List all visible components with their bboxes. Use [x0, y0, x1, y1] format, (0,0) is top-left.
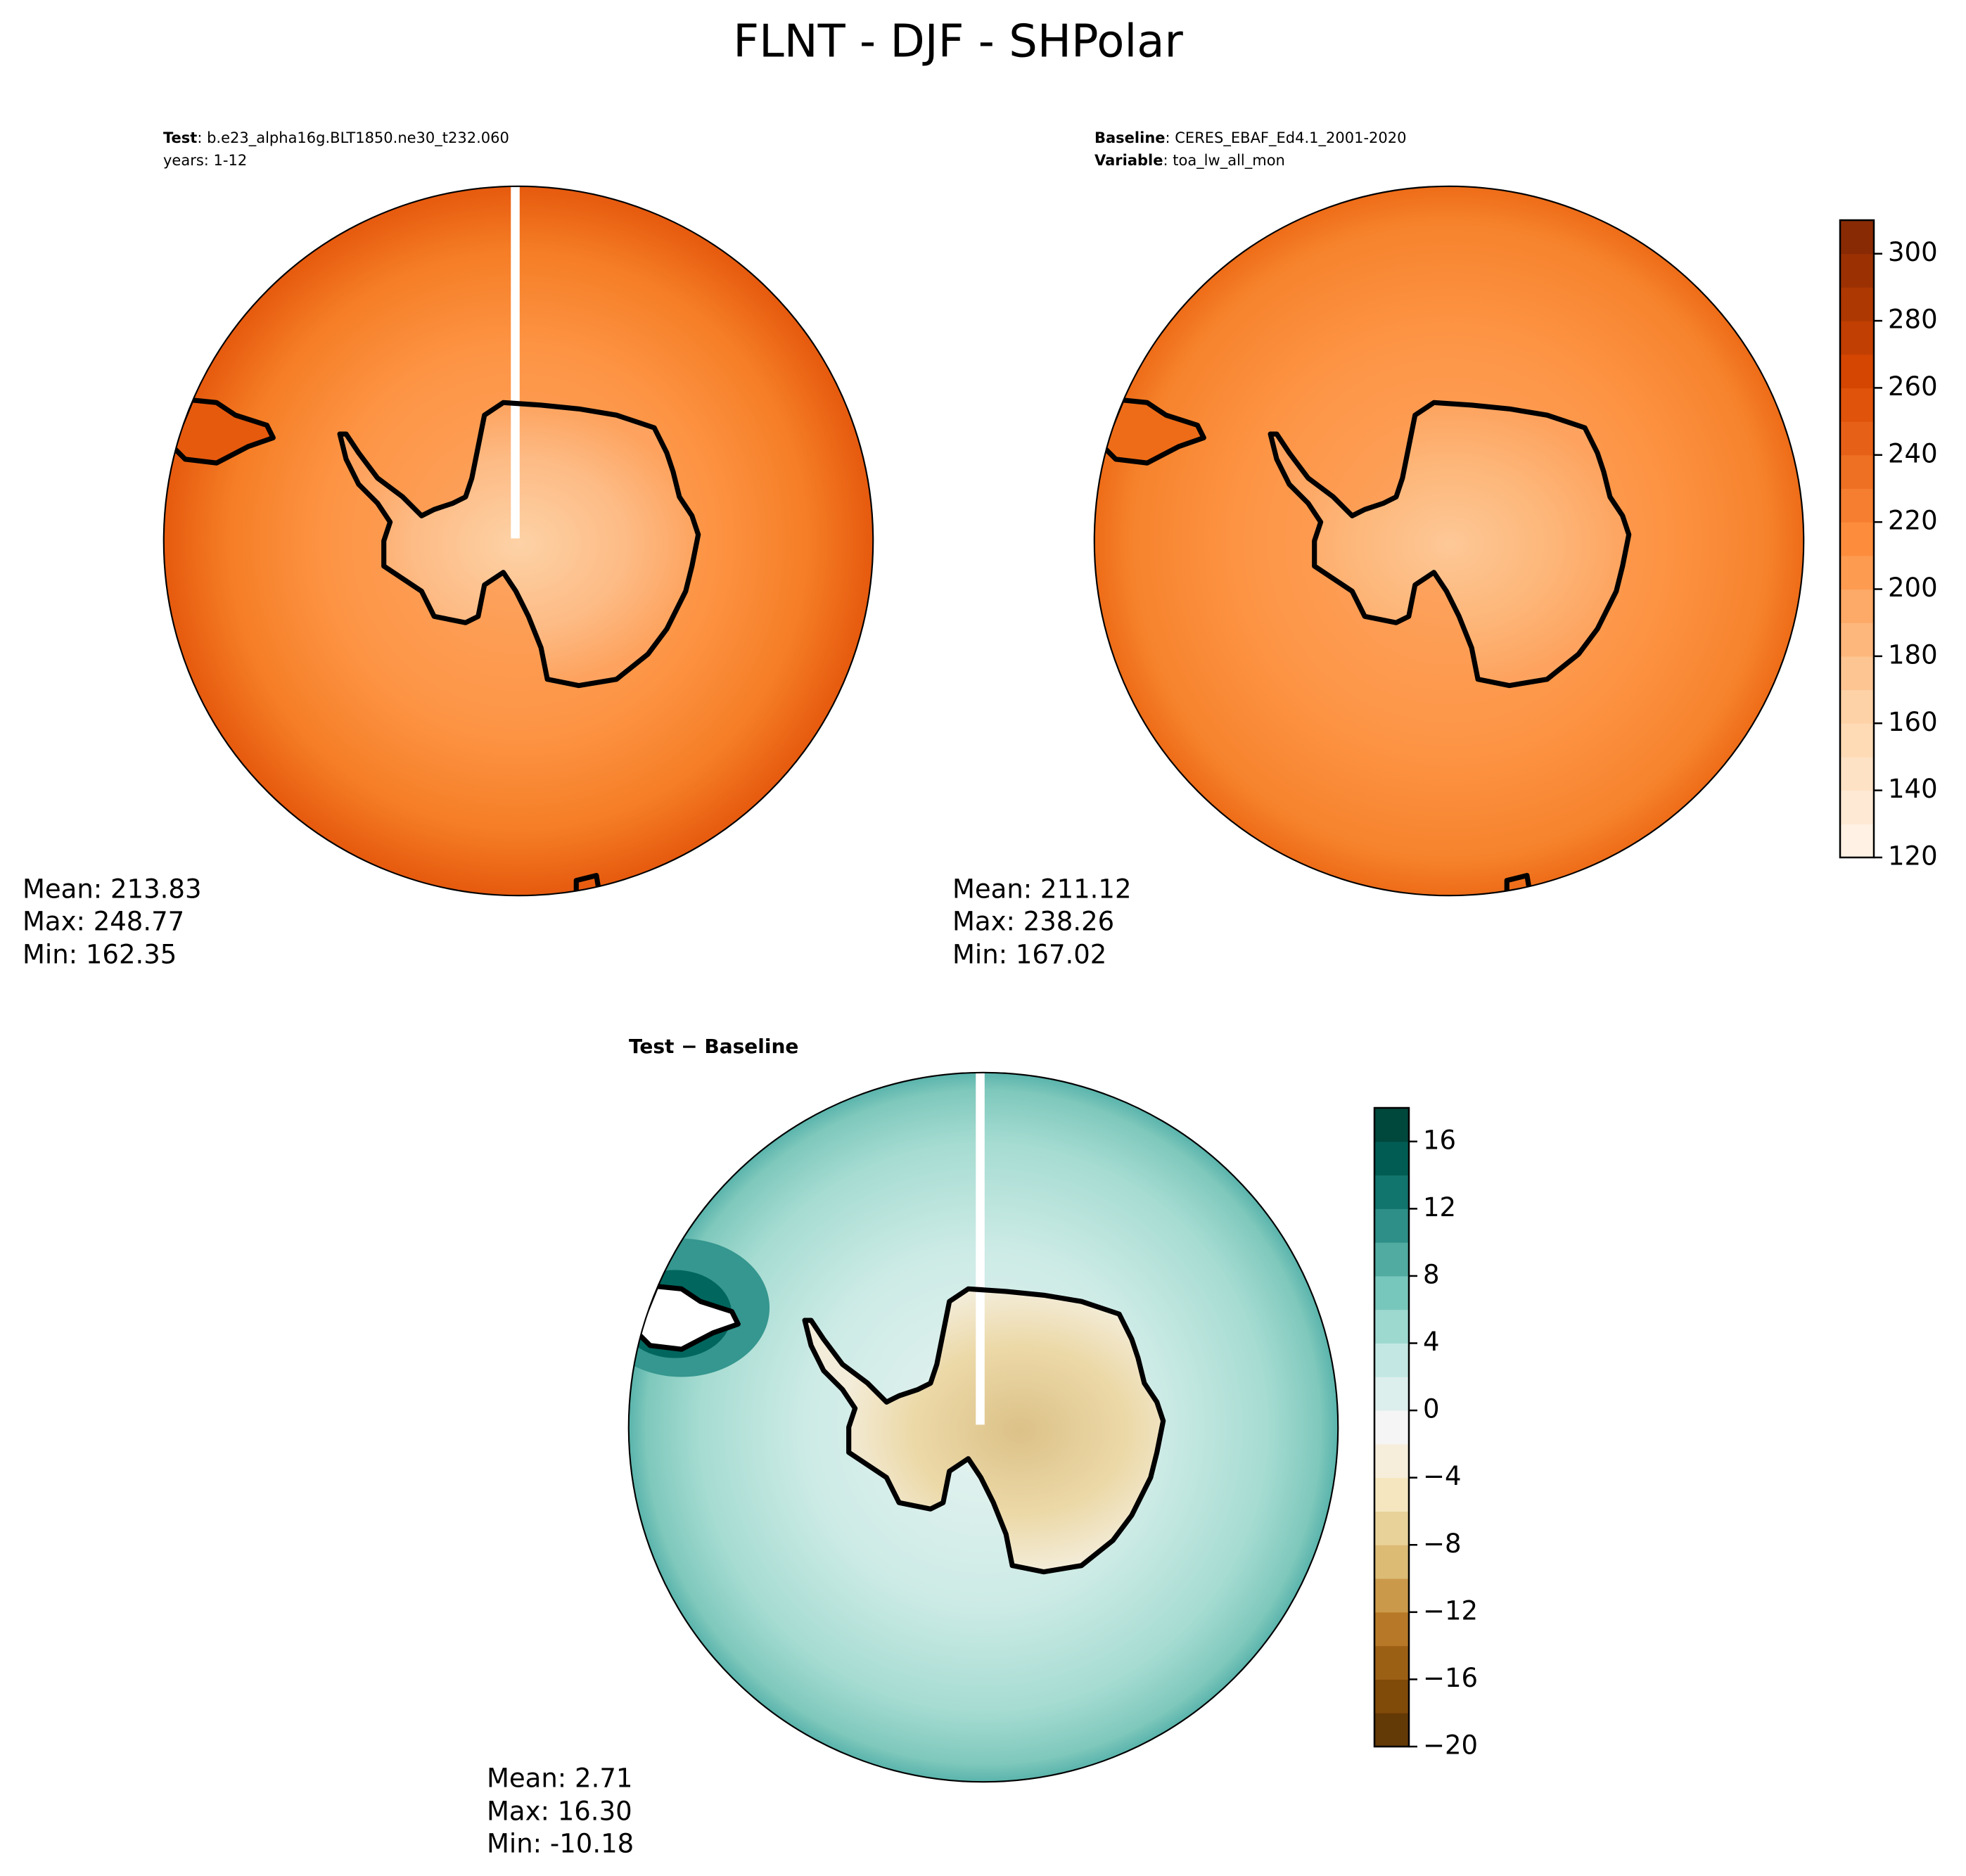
colorbar-tick-label: 160 [1888, 707, 1938, 737]
colorbar-band [1840, 454, 1874, 489]
colorbar-band [1374, 1275, 1409, 1310]
colorbar-band [1374, 1713, 1409, 1747]
colorbar-band [1840, 589, 1874, 623]
colorbar-band [1840, 790, 1874, 824]
colorbar-band [1374, 1175, 1409, 1209]
panel-header: Variable: toa_lw_all_mon [1094, 152, 1285, 170]
stat: Max: 238.26 [952, 907, 1114, 937]
colorbar-band [1374, 1108, 1409, 1142]
stat: Mean: 211.12 [952, 874, 1132, 905]
stat: Max: 248.77 [23, 907, 184, 937]
colorbar-band [1840, 388, 1874, 422]
colorbar-band [1374, 1443, 1409, 1479]
colorbar-band [1840, 623, 1874, 657]
colorbar-tick-label: 16 [1423, 1125, 1456, 1155]
colorbar-band [1840, 756, 1874, 791]
colorbar-tick-label: 300 [1888, 237, 1938, 267]
colorbar-band [1840, 421, 1874, 456]
colorbar-band [1840, 253, 1874, 288]
colorbar-band [1840, 689, 1874, 724]
colorbar-band [1374, 1343, 1409, 1377]
colorbar-tick-label: −8 [1423, 1529, 1462, 1559]
map-baseline [1093, 185, 1805, 897]
figure-title: FLNT - DJF - SHPolar [733, 16, 1183, 68]
map-difference [627, 1071, 1339, 1783]
map-test [162, 185, 874, 897]
colorbar-band [1840, 824, 1874, 858]
stat: Min: 167.02 [952, 940, 1106, 970]
panel-header: Test: b.e23_alpha16g.BLT1850.ne30_t232.0… [163, 129, 509, 147]
colorbar-tick-label: 260 [1888, 371, 1938, 402]
colorbar-tick-label: −20 [1423, 1730, 1478, 1761]
colorbar-band [1840, 656, 1874, 691]
colorbar-band [1840, 287, 1874, 321]
header-text: : b.e23_alpha16g.BLT1850.ne30_t232.060 [197, 129, 509, 147]
colorbar-band [1840, 488, 1874, 523]
panel-header: Baseline: CERES_EBAF_Ed4.1_2001-2020 [1094, 129, 1406, 147]
colorbar-tick-label: 180 [1888, 639, 1938, 670]
colorbar-tick-label: −16 [1423, 1663, 1478, 1693]
colorbar-tick-label: 200 [1888, 573, 1938, 603]
header-text: years: 1-12 [163, 152, 247, 169]
colorbar-band [1374, 1242, 1409, 1277]
colorbar-band [1374, 1679, 1409, 1714]
colorbar-band [1840, 723, 1874, 758]
colorbar-tick-label: 0 [1423, 1394, 1440, 1424]
header-text: : CERES_EBAF_Ed4.1_2001-2020 [1166, 129, 1407, 147]
colorbar-band [1374, 1377, 1409, 1411]
colorbar-band [1374, 1208, 1409, 1243]
header-label: Test [163, 129, 197, 146]
stat: Mean: 2.71 [487, 1763, 632, 1794]
colorbar-tick-label: 4 [1423, 1327, 1440, 1357]
colorbar-band [1374, 1141, 1409, 1176]
colorbar-tick-label: 12 [1423, 1192, 1456, 1223]
colorbar-tick-label: −12 [1423, 1595, 1478, 1626]
panel-header: Test − Baseline [629, 1035, 798, 1058]
stat: Min: 162.35 [23, 940, 177, 970]
colorbar-band [1840, 354, 1874, 388]
colorbar-tick-label: 8 [1423, 1259, 1440, 1289]
stat: Max: 16.30 [487, 1797, 632, 1827]
colorbar-band [1374, 1545, 1409, 1579]
header-text: : toa_lw_all_mon [1163, 152, 1284, 170]
colorbar-band [1840, 220, 1874, 255]
colorbar-frame [1839, 219, 1875, 859]
colorbar-band [1374, 1511, 1409, 1545]
colorbar-band [1840, 321, 1874, 355]
colorbar-band [1374, 1612, 1409, 1647]
stat: Mean: 213.83 [23, 874, 202, 905]
stat: Min: -10.18 [487, 1829, 634, 1859]
colorbar-band [1374, 1578, 1409, 1613]
colorbar-band [1374, 1477, 1409, 1512]
colorbar-band [1840, 522, 1874, 556]
header-label: Variable [1094, 152, 1163, 169]
colorbar-band [1374, 1410, 1409, 1445]
colorbar-tick-label: 280 [1888, 305, 1938, 335]
header-label: Baseline [1094, 129, 1166, 146]
colorbar-tick-label: 120 [1888, 841, 1938, 872]
colorbar-tick-label: 240 [1888, 438, 1938, 468]
colorbar-tick-label: 220 [1888, 506, 1938, 536]
colorbar-tick-label: −4 [1423, 1461, 1462, 1491]
colorbar-band [1840, 555, 1874, 590]
colorbar-band [1374, 1645, 1409, 1680]
colorbar-frame [1373, 1106, 1410, 1748]
colorbar-band [1374, 1309, 1409, 1344]
colorbar-tick-label: 140 [1888, 774, 1938, 804]
